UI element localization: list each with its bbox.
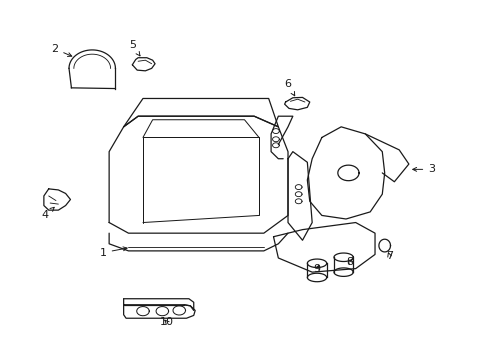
Text: 7: 7 [385,251,392,261]
Text: 3: 3 [412,165,434,174]
Text: 1: 1 [100,247,127,258]
Text: 9: 9 [313,264,320,274]
Text: 2: 2 [51,44,72,57]
Text: 4: 4 [41,207,54,220]
Text: 8: 8 [346,257,353,267]
Text: 5: 5 [128,40,140,56]
Text: 10: 10 [160,318,174,328]
Text: 6: 6 [284,79,294,96]
